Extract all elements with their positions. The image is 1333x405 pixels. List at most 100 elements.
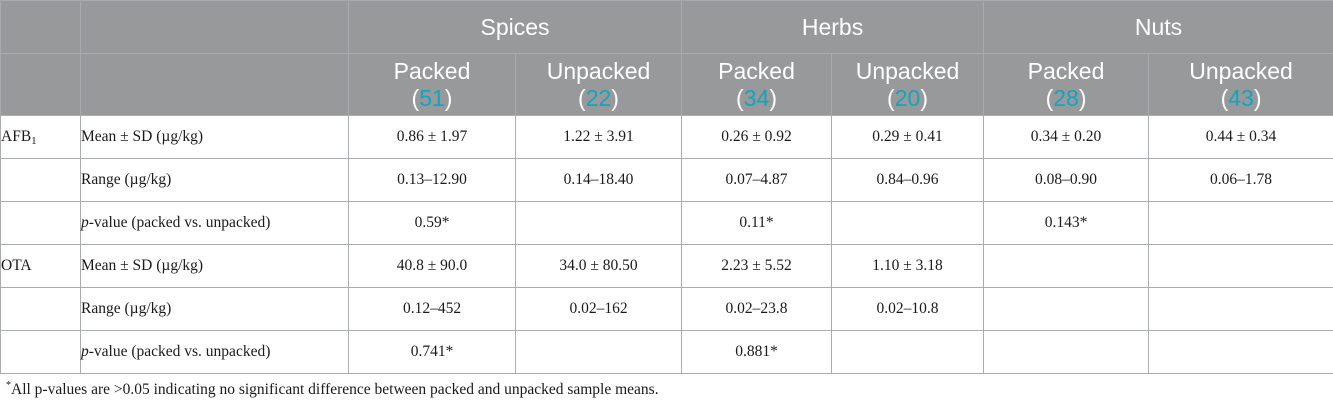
table-cell: 0.12–452 xyxy=(348,287,516,331)
table-row: p-value (packed vs. unpacked) 0.59* 0.11… xyxy=(0,201,1333,245)
table-row: OTA Mean ± SD (µg/kg) 40.8 ± 90.0 34.0 ±… xyxy=(0,244,1333,288)
row-group-empty xyxy=(0,330,81,374)
table-row: Range (µg/kg) 0.12–452 0.02–162 0.02–23.… xyxy=(0,287,1333,331)
paren-close: ) xyxy=(1078,84,1087,111)
table-cell: 0.84–0.96 xyxy=(831,158,985,202)
table-cell xyxy=(983,287,1150,331)
row-label: Mean ± SD (µg/kg) xyxy=(80,244,349,288)
table-cell: 0.34 ± 0.20 xyxy=(983,115,1150,159)
table-cell: 0.11* xyxy=(681,201,833,245)
row-label: Range (µg/kg) xyxy=(80,287,349,331)
sub-header-label: Unpacked xyxy=(1189,57,1293,84)
table-cell xyxy=(1148,244,1333,288)
paren-close: ) xyxy=(611,84,619,111)
group-header-row: Spices Herbs Nuts xyxy=(0,0,1333,54)
table-cell: 0.02–23.8 xyxy=(681,287,833,331)
table-cell: 2.23 ± 5.52 xyxy=(681,244,833,288)
paren-close: ) xyxy=(1253,84,1262,111)
corner-cell xyxy=(80,53,349,116)
p-italic: p xyxy=(81,214,89,231)
sample-count: 22 xyxy=(585,84,612,111)
group-header-herbs: Herbs xyxy=(681,0,985,54)
sample-count: 34 xyxy=(743,84,770,111)
group-header-spices: Spices xyxy=(347,0,683,54)
results-table: Spices Herbs Nuts Packed (51) Unpacked (22… xyxy=(0,0,1333,374)
table-cell: 1.22 ± 3.91 xyxy=(514,115,683,159)
paren-open: ( xyxy=(1045,84,1054,111)
table-cell: 0.29 ± 0.41 xyxy=(831,115,985,159)
table-cell: 0.02–162 xyxy=(514,287,683,331)
paren-open: ( xyxy=(578,84,586,111)
paren-open: ( xyxy=(1220,84,1229,111)
row-group-empty xyxy=(0,158,81,202)
footnote-text: All p-values are >0.05 indicating no sig… xyxy=(11,381,659,398)
sub-header-herbs-packed: Packed (34) xyxy=(681,53,833,116)
table-cell: 0.08–0.90 xyxy=(983,158,1150,202)
sample-count: 43 xyxy=(1228,84,1254,111)
sample-count: 51 xyxy=(419,84,445,111)
sub-header-nuts-packed: Packed (28) xyxy=(983,53,1150,116)
table-row: p-value (packed vs. unpacked) 0.741* 0.8… xyxy=(0,330,1333,374)
sub-header-herbs-unpacked: Unpacked (20) xyxy=(831,53,985,116)
table-cell: 0.86 ± 1.97 xyxy=(348,115,516,159)
paren-close: ) xyxy=(444,84,453,111)
footnote-mark: * xyxy=(6,380,11,391)
paren-open: ( xyxy=(411,84,420,111)
sub-header-nuts-unpacked: Unpacked (43) xyxy=(1148,53,1333,116)
corner-cell xyxy=(0,0,81,54)
table-cell: 0.14–18.40 xyxy=(514,158,683,202)
table-cell: 1.10 ± 3.18 xyxy=(831,244,985,288)
group-header-nuts: Nuts xyxy=(983,0,1333,54)
row-label: Range (µg/kg) xyxy=(80,158,349,202)
table-row: AFB1 Mean ± SD (µg/kg) 0.86 ± 1.97 1.22 … xyxy=(0,115,1333,159)
table-footnote: *All p-values are >0.05 indicating no si… xyxy=(6,381,659,399)
paren-open: ( xyxy=(736,84,744,111)
sub-header-row: Packed (51) Unpacked (22) Packed (34) Unpac… xyxy=(0,53,1333,116)
sub-header-label: Unpacked xyxy=(855,57,960,84)
sub-header-spices-unpacked: Unpacked (22) xyxy=(514,53,683,116)
sub-header-label: Packed xyxy=(393,57,471,84)
table-cell xyxy=(1148,201,1333,245)
table-cell: 34.0 ± 80.50 xyxy=(514,244,683,288)
table-row: Range (µg/kg) 0.13–12.90 0.14–18.40 0.07… xyxy=(0,158,1333,202)
group-label-subscript: 1 xyxy=(31,135,37,147)
table-cell: 0.26 ± 0.92 xyxy=(681,115,833,159)
sub-header-label: Unpacked xyxy=(546,57,651,84)
table-cell xyxy=(983,330,1150,374)
row-label: p-value (packed vs. unpacked) xyxy=(80,201,349,245)
row-group-afb1: AFB1 xyxy=(0,115,81,159)
table-cell xyxy=(831,201,985,245)
row-group-empty xyxy=(0,287,81,331)
row-group-ota: OTA xyxy=(0,244,81,288)
paren-close: ) xyxy=(920,84,928,111)
sub-header-spices-packed: Packed (51) xyxy=(348,53,516,116)
corner-cell xyxy=(80,0,349,54)
paren-open: ( xyxy=(887,84,895,111)
p-label-rest: -value (packed vs. unpacked) xyxy=(88,343,271,360)
table-cell xyxy=(1148,287,1333,331)
paren-close: ) xyxy=(769,84,777,111)
table-cell: 0.741* xyxy=(348,330,516,374)
row-group-empty xyxy=(0,201,81,245)
group-label-base: AFB xyxy=(1,128,32,145)
table-cell xyxy=(983,244,1150,288)
sample-count: 20 xyxy=(894,84,921,111)
table-cell: 0.06–1.78 xyxy=(1148,158,1333,202)
row-label: Mean ± SD (µg/kg) xyxy=(80,115,349,159)
p-label-rest: -value (packed vs. unpacked) xyxy=(88,214,271,231)
table-cell: 0.07–4.87 xyxy=(681,158,833,202)
table-cell: 40.8 ± 90.0 xyxy=(348,244,516,288)
table-cell: 0.881* xyxy=(681,330,833,374)
corner-cell xyxy=(0,53,81,116)
table-cell xyxy=(514,330,683,374)
table-cell: 0.13–12.90 xyxy=(348,158,516,202)
table-cell: 0.143* xyxy=(983,201,1150,245)
sample-count: 28 xyxy=(1053,84,1079,111)
table-cell xyxy=(831,330,985,374)
row-label: p-value (packed vs. unpacked) xyxy=(80,330,349,374)
table-cell: 0.44 ± 0.34 xyxy=(1148,115,1333,159)
p-italic: p xyxy=(81,343,89,360)
table-cell: 0.02–10.8 xyxy=(831,287,985,331)
table-cell: 0.59* xyxy=(348,201,516,245)
table-cell xyxy=(1148,330,1333,374)
